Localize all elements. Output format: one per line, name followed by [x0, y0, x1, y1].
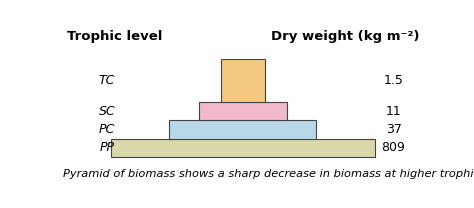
Bar: [169, 120, 316, 139]
Text: Dry weight (kg m⁻²): Dry weight (kg m⁻²): [271, 30, 419, 43]
Text: TC: TC: [99, 74, 115, 87]
Text: Pyramid of biomass shows a sharp decrease in biomass at higher trophic levels: Pyramid of biomass shows a sharp decreas…: [63, 169, 474, 179]
Bar: [110, 139, 375, 157]
Text: Trophic level: Trophic level: [66, 30, 162, 43]
Text: 809: 809: [382, 141, 405, 154]
Bar: [199, 102, 287, 120]
Bar: [221, 59, 265, 102]
Text: 37: 37: [386, 123, 401, 136]
Text: 11: 11: [386, 105, 401, 118]
Text: PC: PC: [99, 123, 115, 136]
Text: SC: SC: [99, 105, 115, 118]
Text: PP: PP: [100, 141, 115, 154]
Text: 1.5: 1.5: [383, 74, 403, 87]
